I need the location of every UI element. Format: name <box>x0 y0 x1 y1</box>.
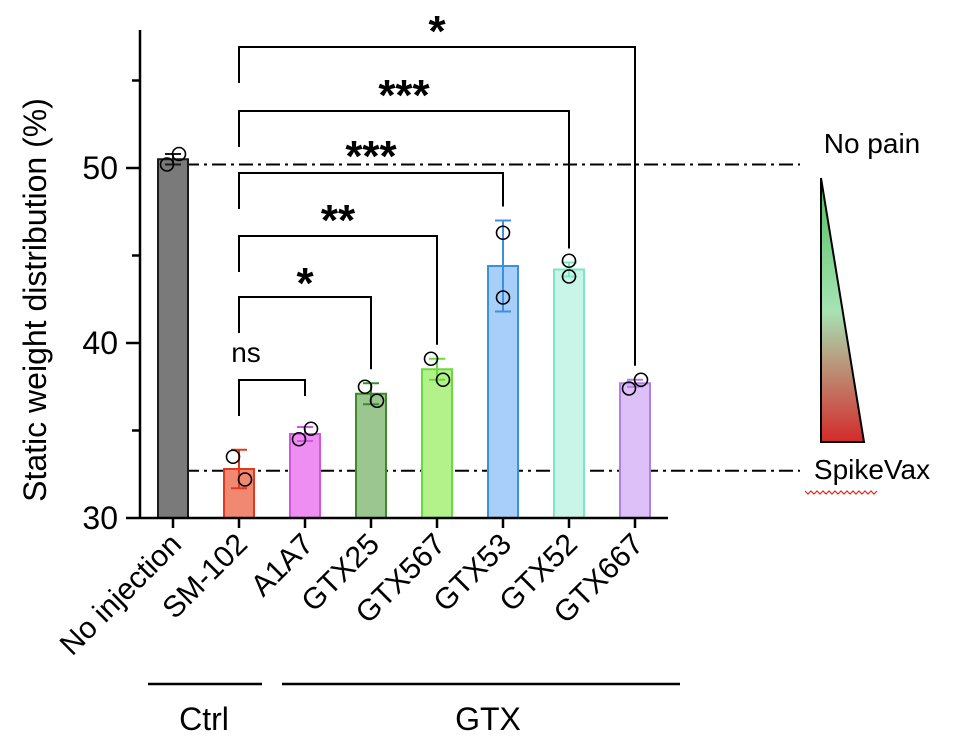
significance-bracket <box>238 172 504 209</box>
data-points <box>159 146 649 487</box>
significance-label: *** <box>378 71 430 120</box>
bar <box>289 433 321 519</box>
spellcheck-underline <box>804 490 878 495</box>
data-point <box>495 225 511 241</box>
reference-line-label: No pain <box>824 128 921 159</box>
significance-label: * <box>428 7 446 56</box>
bar <box>619 382 651 519</box>
bar <box>553 268 585 519</box>
data-point <box>291 431 307 447</box>
data-point <box>561 269 577 284</box>
data-point <box>561 253 577 269</box>
data-point <box>171 146 187 162</box>
bar <box>157 158 189 519</box>
significance-bracket <box>238 110 570 249</box>
y-tick-label: 30 <box>82 500 118 536</box>
data-point <box>357 379 373 395</box>
significance-label: ** <box>321 196 356 245</box>
data-point <box>303 421 319 437</box>
pain-scale-legend <box>820 177 866 443</box>
significance-bracket <box>238 46 636 366</box>
significance-label: ns <box>231 337 261 368</box>
group-labels: Ctrl GTX <box>148 682 680 737</box>
data-point <box>633 372 649 388</box>
data-point <box>369 393 385 409</box>
data-point <box>435 372 451 388</box>
group-label: Ctrl <box>179 701 229 737</box>
bar <box>355 392 387 519</box>
y-axis-label: Static weight distribution (%) <box>17 98 53 502</box>
significance-label: *** <box>345 132 397 181</box>
data-point <box>621 381 637 396</box>
data-point <box>423 351 439 367</box>
bar <box>421 368 453 519</box>
significance-bracket <box>238 235 438 345</box>
significance-label: * <box>296 259 314 308</box>
data-point <box>159 157 175 172</box>
significance-bracket <box>238 379 306 416</box>
group-label: GTX <box>455 701 521 737</box>
reference-line-label: SpikeVax <box>814 454 930 485</box>
data-point <box>225 449 241 465</box>
significance-brackets: ns********** <box>231 7 636 416</box>
y-tick-label: 50 <box>82 150 118 186</box>
reference-lines: No pain SpikeVax <box>158 128 930 495</box>
significance-bracket <box>238 296 372 370</box>
pain-gradient-triangle <box>820 177 866 443</box>
y-tick-label: 40 <box>82 325 118 361</box>
data-point <box>495 290 511 305</box>
data-point <box>237 472 253 487</box>
